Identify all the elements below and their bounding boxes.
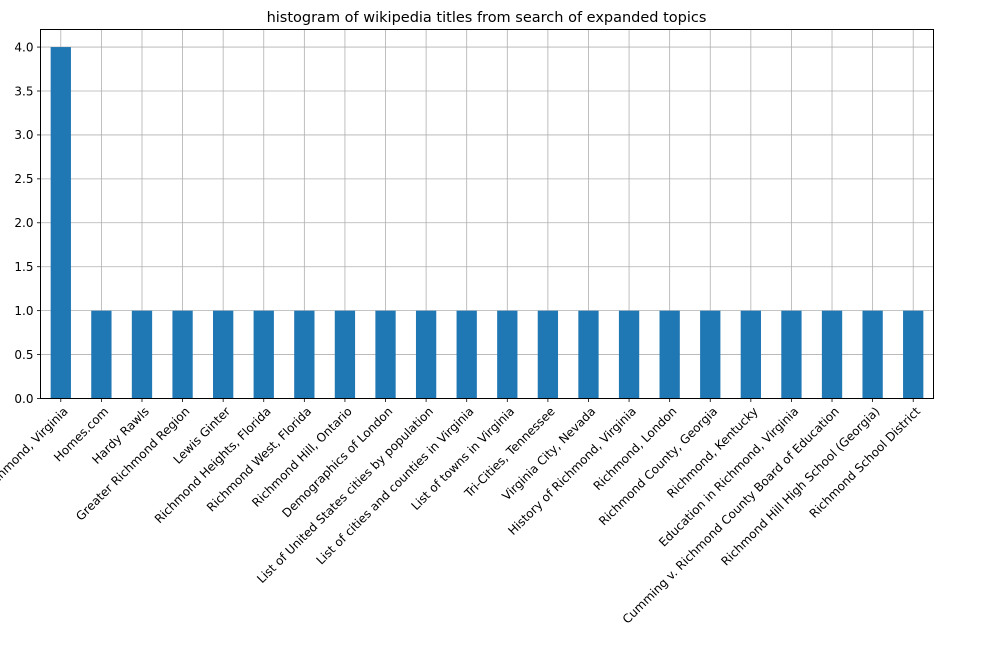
- bar: [253, 310, 274, 399]
- bar: [456, 310, 477, 399]
- bar: [862, 310, 883, 399]
- bar: [821, 310, 843, 399]
- bar: [740, 310, 761, 399]
- y-tick-label: 4.0: [14, 40, 33, 54]
- y-tick-label: 2.0: [14, 216, 33, 230]
- bar: [700, 310, 721, 399]
- y-tick-label: 2.5: [14, 172, 33, 186]
- bar: [50, 47, 71, 399]
- bar: [375, 310, 396, 399]
- plot-frame: [40, 29, 934, 399]
- y-tick-label: 1.0: [14, 304, 33, 318]
- bar: [213, 310, 234, 399]
- bar: [659, 310, 680, 399]
- bar: [294, 310, 315, 399]
- y-tick-label: 0.5: [14, 348, 33, 362]
- bar: [334, 310, 356, 399]
- y-axis: 0.0 0.5 1.0 1.5 2.0 2.5 3.0 3.5 4.0: [14, 40, 41, 406]
- bar: [497, 310, 518, 399]
- bar: [537, 310, 559, 399]
- bar: [618, 310, 640, 399]
- bar: [91, 310, 112, 399]
- bar: [903, 310, 924, 399]
- bar: [131, 310, 153, 399]
- bar: [172, 310, 193, 399]
- chart-title: histogram of wikipedia titles from searc…: [267, 10, 707, 26]
- y-tick-label: 3.5: [14, 84, 33, 98]
- bar: [415, 310, 437, 399]
- y-tick-label: 1.5: [14, 260, 33, 274]
- bars: [50, 47, 924, 399]
- y-tick-label: 0.0: [14, 392, 33, 406]
- bar: [578, 310, 599, 399]
- y-tick-label: 3.0: [14, 128, 33, 142]
- bar: [781, 310, 802, 399]
